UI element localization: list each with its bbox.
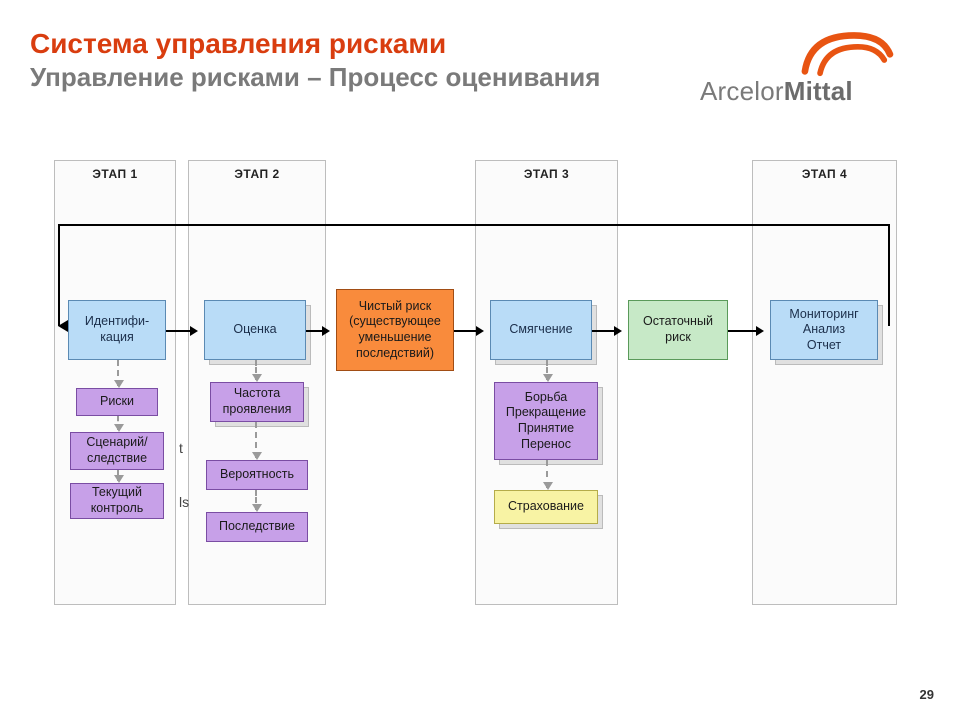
stage-label: ЭТАП 2: [189, 167, 325, 181]
sub-box: Сценарий/ следствие: [70, 432, 164, 470]
sub-box: Риски: [76, 388, 158, 416]
stage-label: ЭТАП 3: [476, 167, 617, 181]
flow-arrow: [166, 330, 196, 332]
flow-box-mitig: Смягчение: [490, 300, 592, 360]
flow-arrow: [728, 330, 762, 332]
slide: Система управления рисками Управление ри…: [0, 0, 960, 720]
dashed-arrow: [255, 360, 257, 380]
flow-box-ident: Идентифи- кация: [68, 300, 166, 360]
dashed-arrow: [546, 460, 548, 488]
logo: ArcelorMittal: [700, 30, 920, 100]
sub-box: Вероятность: [206, 460, 308, 490]
title-line2: Управление рисками – Процесс оценивания: [30, 62, 600, 93]
flow-arrow: [306, 330, 328, 332]
stage-label: ЭТАП 1: [55, 167, 175, 181]
logo-arc-icon: [799, 26, 894, 78]
stage-label: ЭТАП 4: [753, 167, 896, 181]
dashed-arrow: [117, 360, 119, 386]
dashed-arrow: [546, 360, 548, 380]
sub-box: Страхование: [494, 490, 598, 524]
page-number: 29: [920, 687, 934, 702]
feedback-top: [58, 224, 890, 226]
logo-wordmark: ArcelorMittal: [700, 76, 853, 107]
dashed-arrow: [255, 490, 257, 510]
dashed-arrow: [255, 422, 257, 458]
flow-arrow: [454, 330, 482, 332]
title-line1: Система управления рисками: [30, 28, 446, 60]
dashed-arrow: [117, 416, 119, 430]
feedback-arrowhead-icon: [58, 320, 68, 332]
flow-box-resid: Остаточный риск: [628, 300, 728, 360]
stray-text-ls: ls: [179, 494, 189, 510]
sub-box: Последствие: [206, 512, 308, 542]
flow-arrow: [592, 330, 620, 332]
flow-box-mon: Мониторинг Анализ Отчет: [770, 300, 878, 360]
dashed-arrow: [117, 470, 119, 481]
flow-box-pure: Чистый риск (существующее уменьшение пос…: [336, 289, 454, 371]
sub-box: Текущий контроль: [70, 483, 164, 519]
stage-panel-4: ЭТАП 4: [752, 160, 897, 605]
sub-box: Борьба Прекращение Принятие Перенос: [494, 382, 598, 460]
sub-box: Частота проявления: [210, 382, 304, 422]
stray-text-t: t: [179, 440, 183, 456]
feedback-right: [888, 224, 890, 326]
feedback-left: [58, 224, 60, 326]
flow-box-assess: Оценка: [204, 300, 306, 360]
